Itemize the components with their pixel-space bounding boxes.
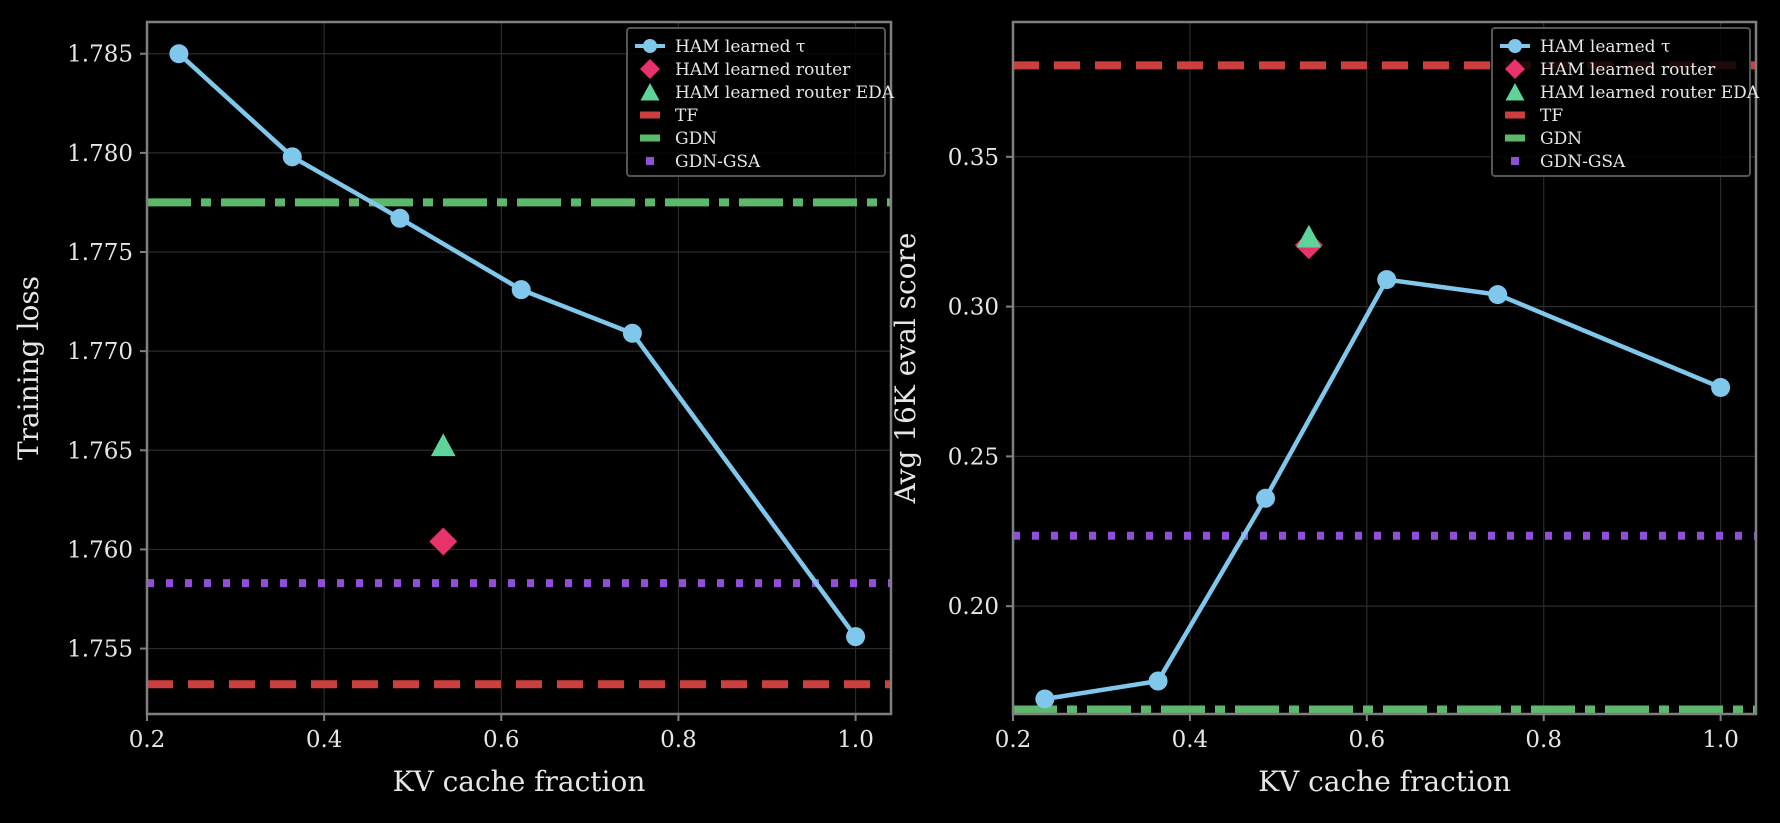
legend-diamond-icon xyxy=(640,59,660,79)
eval-point-ham xyxy=(1256,488,1276,508)
eval-ytick-label: 0.25 xyxy=(948,444,999,470)
eval-legend-item-gdn: GDN xyxy=(1505,129,1582,149)
eval-xtick-label: 0.6 xyxy=(1349,727,1386,753)
eval-ytick-label: 0.35 xyxy=(948,145,999,171)
eval-ytick-label: 0.20 xyxy=(948,594,999,620)
legend-label: HAM learned τ xyxy=(675,37,805,57)
loss-ytick-label: 1.785 xyxy=(67,42,133,68)
eval-axes-frame xyxy=(1011,20,1758,716)
loss-point-ham xyxy=(511,280,531,300)
loss-ytick-label: 1.760 xyxy=(67,537,133,563)
eval-xtick-label: 0.2 xyxy=(995,727,1032,753)
loss-y-axis-label: Training loss xyxy=(12,276,45,460)
loss-point-ham xyxy=(846,627,866,647)
loss-legend-item-tf: TF xyxy=(640,106,698,126)
eval-series-line-ham xyxy=(1044,277,1722,702)
loss-legend-item-router: HAM learned router xyxy=(640,59,851,80)
legend-label: TF xyxy=(675,106,698,126)
loss-legend: HAM learned τ HAM learned router HAM learn… xyxy=(626,27,895,177)
eval-legend-item-ham: HAM learned τ xyxy=(1500,37,1670,57)
legend-label: TF xyxy=(1540,106,1563,126)
loss-axes-frame xyxy=(145,20,893,716)
legend-label: HAM learned router EDA xyxy=(1540,83,1760,103)
legend-dot-icon xyxy=(646,157,654,165)
loss-ytick-label: 1.755 xyxy=(67,637,133,663)
eval-point-ham xyxy=(1488,285,1508,305)
loss-ytick-label: 1.775 xyxy=(67,240,133,266)
eval-point-router-eda xyxy=(1296,224,1322,248)
eval-xtick-label: 1.0 xyxy=(1702,727,1739,753)
legend-label: GDN xyxy=(675,129,717,149)
eval-score-chart: 0.2 0.4 0.6 0.8 1.0 0.20 0.25 0.30 0.35 KV cache … xyxy=(889,20,1760,798)
eval-point-ham xyxy=(1377,270,1397,290)
legend-triangle-icon xyxy=(1505,83,1525,101)
loss-legend-item-router-eda: HAM learned router EDA xyxy=(640,83,895,103)
loss-point-ham xyxy=(390,208,410,228)
eval-ticks: 0.2 0.4 0.6 0.8 1.0 0.20 0.25 0.30 0.35 xyxy=(948,145,1739,753)
eval-legend: HAM learned τ HAM learned router HAM learn… xyxy=(1491,27,1760,177)
loss-xtick-label: 0.6 xyxy=(483,727,520,753)
loss-point-router xyxy=(429,527,458,556)
loss-point-router-eda xyxy=(430,433,456,457)
legend-circle-icon xyxy=(643,39,657,53)
loss-ticks: 0.2 0.4 0.6 0.8 1.0 1.755 1.760 1.765 1.770 1.775… xyxy=(67,42,874,753)
legend-triangle-icon xyxy=(640,83,660,101)
loss-xtick-label: 1.0 xyxy=(837,727,874,753)
legend-label: HAM learned router EDA xyxy=(675,83,895,103)
eval-point-ham xyxy=(1035,689,1055,709)
eval-xtick-label: 0.4 xyxy=(1172,727,1209,753)
eval-ytick-label: 0.30 xyxy=(948,295,999,321)
legend-label: HAM learned router xyxy=(1540,60,1716,80)
loss-legend-item-gdn-gsa: GDN-GSA xyxy=(646,152,761,172)
eval-legend-box xyxy=(1491,27,1751,177)
eval-legend-item-router-eda: HAM learned router EDA xyxy=(1505,83,1760,103)
eval-point-ham xyxy=(1148,671,1168,691)
training-loss-chart: 0.2 0.4 0.6 0.8 1.0 1.755 1.760 1.765 1.770 1.775… xyxy=(12,20,895,798)
eval-y-axis-label: Avg 16K eval score xyxy=(889,233,922,505)
loss-legend-item-ham: HAM learned τ xyxy=(635,37,805,57)
legend-label: GDN-GSA xyxy=(675,152,761,172)
eval-legend-item-gdn-gsa: GDN-GSA xyxy=(1511,152,1626,172)
legend-label: HAM learned router xyxy=(675,60,851,80)
eval-point-ham xyxy=(1711,377,1731,397)
legend-dot-icon xyxy=(1511,157,1519,165)
legend-label: GDN-GSA xyxy=(1540,152,1626,172)
eval-legend-item-tf: TF xyxy=(1505,106,1563,126)
loss-ytick-label: 1.765 xyxy=(67,438,133,464)
eval-xtick-label: 0.8 xyxy=(1525,727,1562,753)
loss-point-ham xyxy=(622,323,642,343)
loss-series-line-ham xyxy=(177,52,858,639)
eval-x-axis-label: KV cache fraction xyxy=(1258,765,1511,798)
loss-point-ham xyxy=(282,147,302,167)
loss-legend-box xyxy=(626,27,886,177)
loss-xtick-label: 0.4 xyxy=(306,727,343,753)
legend-circle-icon xyxy=(1508,39,1522,53)
loss-xtick-label: 0.8 xyxy=(660,727,697,753)
loss-ytick-label: 1.770 xyxy=(67,339,133,365)
legend-label: HAM learned τ xyxy=(1540,37,1670,57)
loss-ytick-label: 1.780 xyxy=(67,141,133,167)
loss-x-axis-label: KV cache fraction xyxy=(393,765,646,798)
legend-diamond-icon xyxy=(1505,59,1525,79)
eval-legend-item-router: HAM learned router xyxy=(1505,59,1716,80)
loss-xtick-label: 0.2 xyxy=(129,727,166,753)
loss-legend-item-gdn: GDN xyxy=(640,129,717,149)
legend-label: GDN xyxy=(1540,129,1582,149)
loss-point-ham xyxy=(169,44,189,64)
